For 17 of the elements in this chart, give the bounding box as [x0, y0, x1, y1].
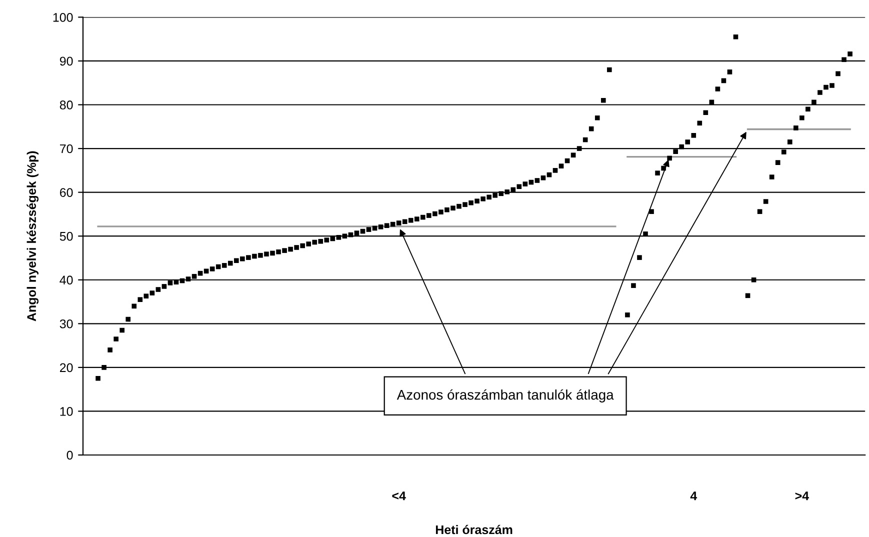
x-tick-label: <4 — [392, 492, 406, 500]
y-tick-label: 100 — [53, 12, 73, 22]
y-tick-label: 60 — [60, 188, 73, 197]
y-tick-label: 40 — [60, 276, 73, 285]
y-axis-title: Angol nyelvi készségek (%p) — [26, 151, 39, 322]
annotation: Azonos óraszámban tanulók átlaga — [396, 389, 614, 402]
x-tick-label: >4 — [795, 492, 809, 500]
x-tick-label: 4 — [690, 492, 698, 500]
y-tick-label: 30 — [60, 319, 73, 328]
y-tick-label: 20 — [60, 363, 73, 372]
y-tick-label: 10 — [60, 407, 73, 416]
y-tick-label: 90 — [60, 56, 73, 66]
y-tick-label: 50 — [60, 232, 73, 241]
y-tick-label: 80 — [60, 100, 73, 110]
x-axis-title: Heti óraszám — [436, 524, 512, 534]
y-tick-label: 0 — [66, 450, 73, 460]
y-tick-label: 70 — [60, 144, 73, 154]
